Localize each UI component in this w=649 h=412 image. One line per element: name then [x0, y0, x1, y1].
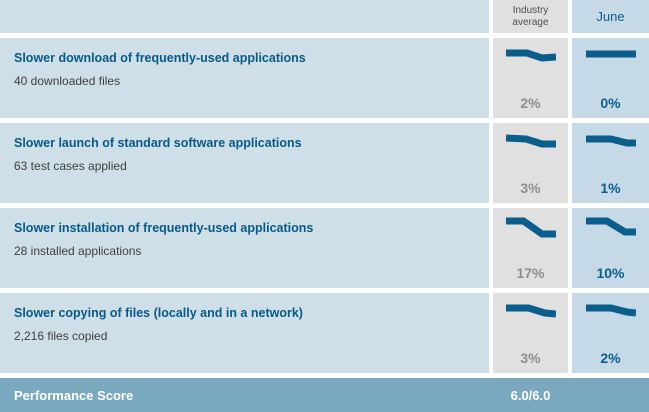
row-download-industry-cell: 2% [493, 38, 568, 118]
row-launch-june-cell: 1% [572, 123, 649, 203]
row-launch-main: Slower launch of standard software appli… [0, 123, 489, 203]
row-subtitle: 63 test cases applied [14, 159, 127, 173]
industry-value: 2% [520, 95, 541, 111]
industry-value: 17% [516, 265, 545, 281]
row-title: Slower copying of files (locally and in … [14, 306, 303, 320]
june-column-label: June [596, 9, 625, 24]
trend-sparkline-icon [585, 217, 636, 236]
row-title: Slower launch of standard software appli… [14, 136, 302, 150]
header-cell-industry-average: Industry average [493, 0, 568, 33]
trend-sparkline-icon [505, 304, 556, 318]
row-installation-industry-cell: 17% [493, 208, 568, 288]
row-installation-main: Slower installation of frequently-used a… [0, 208, 489, 288]
june-value: 10% [596, 265, 625, 281]
row-download-june-cell: 0% [572, 38, 649, 118]
trend-sparkline-icon [585, 135, 636, 147]
row-title: Slower download of frequently-used appli… [14, 51, 306, 65]
header-spacer [0, 0, 489, 33]
trend-sparkline-icon [505, 134, 556, 148]
industry-value: 3% [520, 350, 541, 366]
row-subtitle: 28 installed applications [14, 244, 142, 258]
row-subtitle: 2,216 files copied [14, 329, 108, 343]
performance-score-value: 6.0/6.0 [510, 387, 551, 403]
performance-score-label: Performance Score [14, 387, 134, 403]
row-copying-main: Slower copying of files (locally and in … [0, 293, 489, 373]
industry-value: 3% [520, 180, 541, 196]
row-copying-june-cell: 2% [572, 293, 649, 373]
performance-score-bar: Performance Score 6.0/6.0 [0, 378, 649, 412]
trend-sparkline-icon [585, 304, 636, 317]
trend-sparkline-icon [585, 50, 636, 58]
june-value: 1% [600, 180, 621, 196]
row-installation-june-cell: 10% [572, 208, 649, 288]
row-launch-industry-cell: 3% [493, 123, 568, 203]
row-download-main: Slower download of frequently-used appli… [0, 38, 489, 118]
row-title: Slower installation of frequently-used a… [14, 221, 314, 235]
june-value: 2% [600, 350, 621, 366]
trend-sparkline-icon [505, 217, 556, 238]
industry-average-column-label: Industry average [512, 4, 549, 28]
row-subtitle: 40 downloaded files [14, 74, 121, 88]
row-copying-industry-cell: 3% [493, 293, 568, 373]
june-value: 0% [600, 95, 621, 111]
trend-sparkline-icon [505, 49, 556, 62]
header-cell-june: June [572, 0, 649, 33]
